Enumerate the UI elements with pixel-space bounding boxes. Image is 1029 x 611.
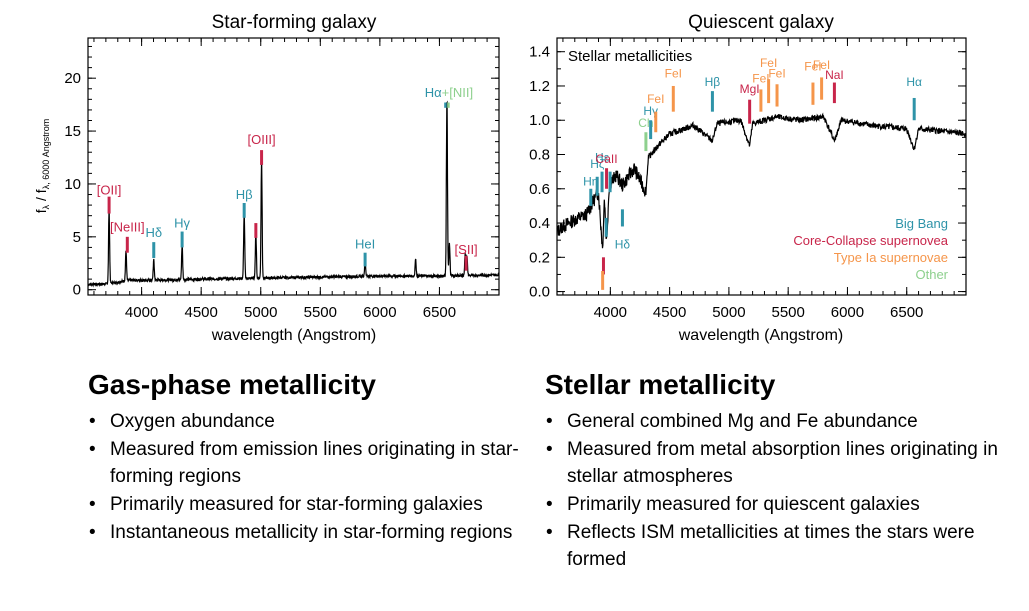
y-tick-label: 10 <box>64 176 81 193</box>
right-chart-title: Quiescent galaxy <box>688 12 834 33</box>
x-tick-label: 5000 <box>244 304 277 321</box>
bullet-text: Measured from metal absorption lines ori… <box>567 439 998 487</box>
left-x-axis-label: wavelength (Angstrom) <box>211 327 377 344</box>
y-tick-label: 0.0 <box>529 284 550 301</box>
line-annotation-label: [OIII] <box>247 132 275 147</box>
y-tick-label: 0 <box>73 282 81 299</box>
x-tick-label: 4000 <box>594 304 627 321</box>
line-annotation-label: Hδ <box>145 225 162 240</box>
spectrum-line <box>556 112 967 249</box>
quiescent-spectrum-plot: 4000 4500 5000 5500 6000 6500 0.0 0.2 0.4 0.6 0.8 1… <box>529 38 967 321</box>
y-tick-label: 1.2 <box>529 78 550 95</box>
list-item: • Measured from emission lines originatin… <box>88 436 558 490</box>
y-tick-label: 15 <box>64 123 81 140</box>
bullet-text: Reflects ISM metallicities at times the … <box>567 522 975 570</box>
right-x-axis-label: wavelength (Angstrom) <box>678 327 844 344</box>
list-item: • Measured from metal absorption lines or… <box>545 436 1015 490</box>
bullet-marker: • <box>89 411 96 432</box>
bullet-text: Primarily measured for quiescent galaxie… <box>567 494 920 515</box>
y-tick-label: 0.6 <box>529 181 550 198</box>
star-forming-spectrum-plot: 4000 4500 5000 5500 6000 6500 0 5 10 15 20 [OII] [Ne… <box>64 38 500 321</box>
line-annotation-label: FeI <box>752 72 769 86</box>
line-annotation-label: MgI <box>740 82 760 96</box>
list-item: • Primarily measured for star-forming gal… <box>88 491 558 518</box>
list-item: • General combined Mg and Fe abundance <box>545 408 1015 435</box>
x-tick-label: 4000 <box>125 304 158 321</box>
x-tick-label: 4500 <box>653 304 686 321</box>
gas-phase-heading: Gas-phase metallicity <box>88 369 376 400</box>
left-plot-frame <box>87 37 500 296</box>
line-annotation-label: [OII] <box>97 183 122 198</box>
bullet-marker: • <box>546 439 553 460</box>
line-annotation-label: Hζ <box>590 157 605 171</box>
y-tick-label: 5 <box>73 229 81 246</box>
list-item: • Reflects ISM metallicities at times the… <box>545 519 1015 573</box>
x-tick-label: 6000 <box>363 304 396 321</box>
stellar-bullets: • General combined Mg and Fe abundance • M… <box>545 408 1015 573</box>
legend-entry-type-ia: Type Ia supernovae <box>834 250 948 265</box>
line-annotation-label: Hβ <box>705 75 721 89</box>
stellar-metallicities-inset-label: Stellar metallicities <box>568 48 692 65</box>
x-tick-label: 6000 <box>831 304 864 321</box>
y-tick-label: 0.8 <box>529 147 550 164</box>
halpha-nii-label: Hα+[NII] <box>425 85 473 100</box>
y-tick-label: 1.0 <box>529 112 550 129</box>
stellar-section: Stellar metallicity • General combined Mg… <box>545 368 1015 574</box>
line-annotation-label: FeI <box>768 66 785 80</box>
line-annotation-label: Hδ <box>615 238 631 252</box>
list-item: • Oxygen abundance <box>88 408 558 435</box>
bullet-marker: • <box>89 494 96 515</box>
bullet-text: Measured from emission lines originating… <box>110 439 519 487</box>
bullet-text: General combined Mg and Fe abundance <box>567 411 918 432</box>
y-tick-label: 0.2 <box>529 249 550 266</box>
x-tick-label: 6500 <box>890 304 923 321</box>
line-annotation-label: FeI <box>813 58 830 72</box>
line-annotation-label: [NeIII] <box>110 220 145 235</box>
gas-phase-bullets: • Oxygen abundance • Measured from emissio… <box>88 408 558 546</box>
bullet-marker: • <box>546 522 553 543</box>
bullet-marker: • <box>89 522 96 543</box>
line-annotation-label: Hε <box>595 150 610 164</box>
x-tick-label: 4500 <box>184 304 217 321</box>
bullet-text: Instantaneous metallicity in star-formin… <box>110 522 513 543</box>
line-annotation-label: FeI <box>665 66 682 80</box>
left-y-axis-label: fλ / fλ, 6000 Angstrom <box>33 119 51 214</box>
left-chart-title: Star-forming galaxy <box>212 12 377 33</box>
x-tick-label: 5000 <box>712 304 745 321</box>
y-tick-label: 20 <box>64 70 81 87</box>
stellar-heading: Stellar metallicity <box>545 369 776 400</box>
line-annotation-label: [SII] <box>455 242 478 257</box>
line-annotation-label: FeI <box>647 92 664 106</box>
line-annotation-label: NaI <box>825 68 844 82</box>
x-tick-label: 5500 <box>304 304 337 321</box>
line-annotation-label: FeI <box>804 60 821 74</box>
line-annotation-label: Hγ <box>174 215 190 230</box>
x-tick-label: 6500 <box>423 304 456 321</box>
bullet-text: Primarily measured for star-forming gala… <box>110 494 483 515</box>
line-annotation-label: HeI <box>355 236 375 251</box>
list-item: • Primarily measured for quiescent galaxi… <box>545 491 1015 518</box>
y-tick-label: 0.4 <box>529 215 550 232</box>
x-tick-label: 5500 <box>771 304 804 321</box>
right-plot-frame <box>556 37 967 296</box>
y-tick-label: 1.4 <box>529 44 550 61</box>
chart-legend: Big Bang Core-Collapse supernovea Type I… <box>793 216 948 282</box>
legend-entry-big-bang: Big Bang <box>895 216 948 231</box>
list-item: • Instantaneous metallicity in star-formi… <box>88 519 558 546</box>
spectrum-line <box>87 100 500 288</box>
legend-entry-other: Other <box>915 267 948 282</box>
line-annotation-label: Hβ <box>236 187 253 202</box>
gas-phase-section: Gas-phase metallicity • Oxygen abundance … <box>88 368 558 547</box>
bullet-marker: • <box>546 494 553 515</box>
legend-entry-core-collapse: Core-Collapse supernovea <box>793 233 948 248</box>
line-annotation-label: FeI <box>760 56 777 70</box>
bullet-marker: • <box>89 439 96 460</box>
line-annotation-label: Hη <box>583 174 598 188</box>
line-annotation-label: Hα <box>906 75 922 89</box>
bullet-text: Oxygen abundance <box>110 411 275 432</box>
spectra-figure: Star-forming galaxy Quiescent galaxy 400… <box>33 12 967 344</box>
bullet-marker: • <box>546 411 553 432</box>
line-annotation-label: CaII <box>596 152 618 166</box>
